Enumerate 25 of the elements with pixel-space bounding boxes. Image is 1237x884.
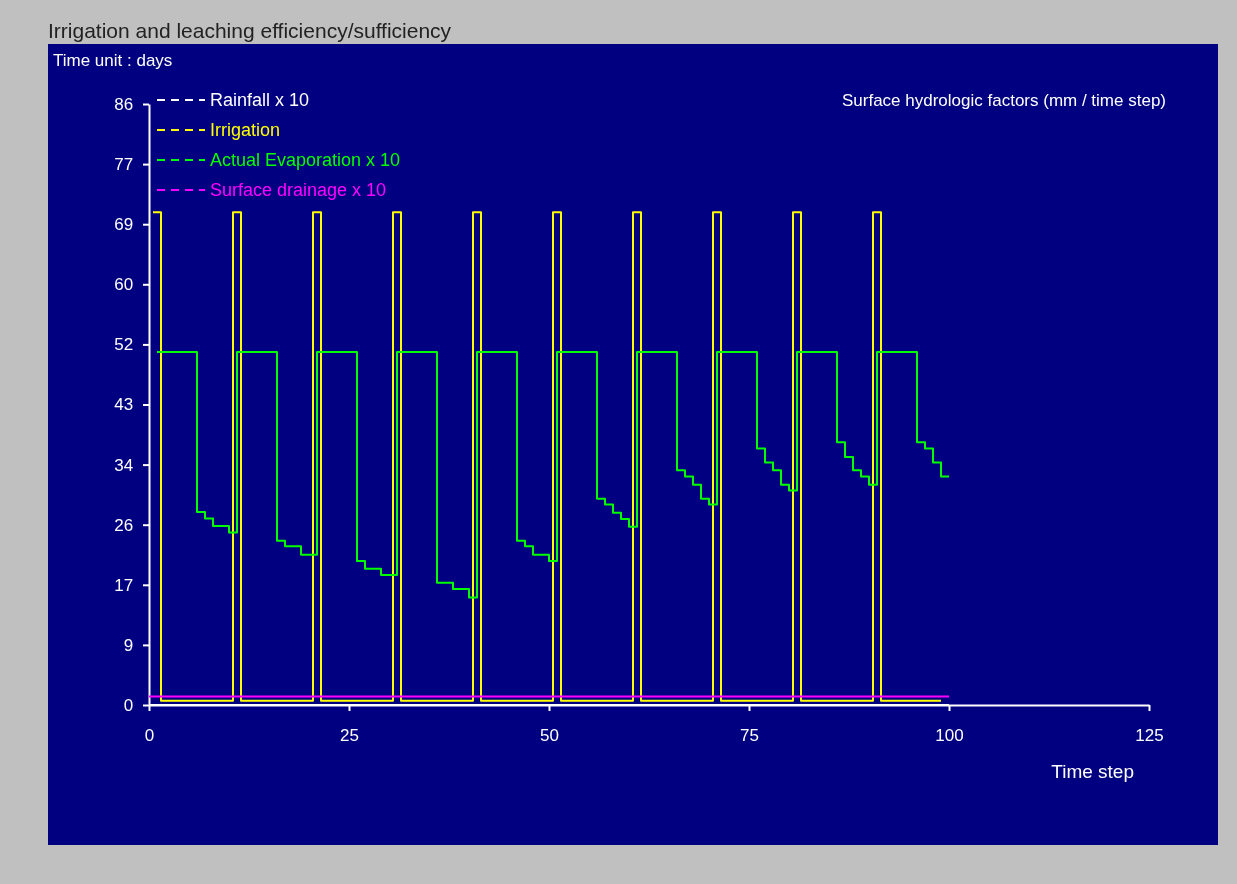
chart-title: Irrigation and leaching efficiency/sufficiency	[48, 19, 452, 42]
x-tick-label: 75	[740, 726, 759, 746]
x-tick-label: 50	[540, 726, 559, 746]
legend-label: Surface drainage x 10	[210, 180, 387, 200]
y-tick-label: 0	[123, 695, 134, 715]
y-tick-label: 34	[114, 455, 134, 475]
x-tick-label: 100	[935, 726, 964, 746]
x-tick-label: 125	[1135, 726, 1164, 746]
y-axis-title: Surface hydrologic factors (mm / time step)	[841, 91, 1166, 110]
legend-label: Actual Evaporation x 10	[210, 150, 401, 170]
y-tick-label: 60	[114, 275, 134, 295]
y-tick-label: 17	[114, 575, 134, 595]
legend-label: Rainfall x 10	[210, 90, 310, 110]
y-tick-label: 52	[114, 335, 134, 355]
y-tick-label: 86	[114, 94, 134, 114]
y-tick-label: 77	[114, 155, 134, 175]
y-tick-label: 9	[123, 635, 134, 655]
x-axis-title: Time step	[1051, 761, 1134, 782]
text: Time unit : days	[53, 51, 173, 70]
x-tick-label: 0	[144, 726, 155, 746]
y-tick-label: 69	[114, 215, 134, 235]
y-tick-label: 43	[114, 395, 134, 415]
x-tick-label: 25	[340, 726, 359, 746]
legend-label: Irrigation	[210, 120, 281, 140]
y-tick-label: 26	[114, 515, 134, 535]
